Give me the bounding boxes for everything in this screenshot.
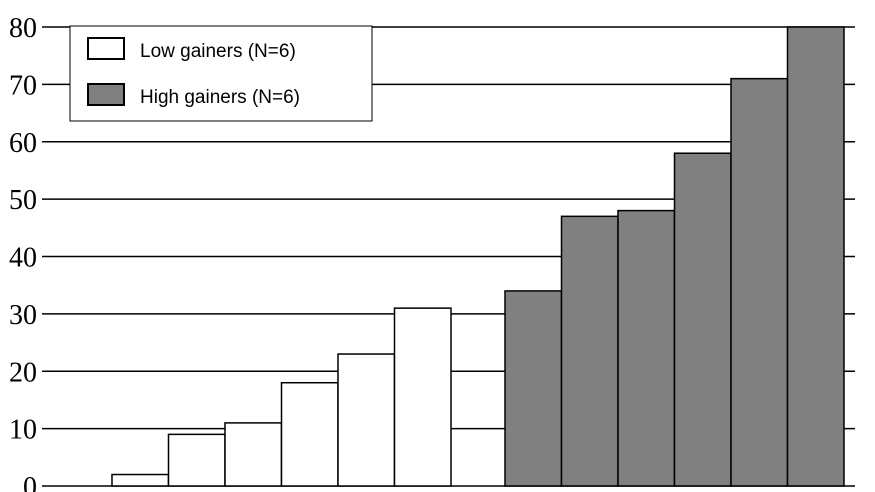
high-gainer-bar-3 — [617, 209, 676, 487]
legend-swatch-low-gainers — [87, 37, 125, 60]
legend: Low gainers (N=6) High gainers (N=6) — [69, 25, 373, 122]
high-gainer-bar-6 — [786, 26, 845, 487]
y-tick-label: 20 — [9, 357, 37, 388]
high-gainer-bar-5 — [730, 77, 789, 487]
low-gainer-bar-4 — [280, 381, 339, 487]
low-gainer-bar-3 — [224, 422, 283, 487]
y-axis-tick-labels: 0 10 20 30 40 50 60 70 80 — [9, 13, 37, 492]
legend-label-high-gainers: High gainers (N=6) — [140, 87, 300, 108]
y-tick-label: 50 — [9, 185, 37, 216]
low-gainer-bar-2 — [167, 433, 226, 487]
high-gainer-bar-2 — [560, 215, 619, 487]
legend-swatch-high-gainers — [87, 83, 125, 106]
y-tick-label: 10 — [9, 415, 37, 446]
low-gainer-bar-6 — [393, 307, 452, 487]
gridlines — [42, 26, 855, 487]
bars — [111, 26, 845, 487]
y-tick-label: 30 — [9, 300, 37, 331]
low-gainer-bar-5 — [337, 353, 396, 487]
y-tick-label: 60 — [9, 128, 37, 159]
high-gainer-bar-4 — [673, 152, 732, 487]
y-tick-label: 80 — [9, 13, 37, 44]
y-tick-label: 40 — [9, 243, 37, 274]
y-tick-label: 0 — [23, 472, 37, 492]
low-gainer-bar-1 — [111, 473, 170, 487]
high-gainer-bar-1 — [504, 290, 563, 487]
legend-label-low-gainers: Low gainers (N=6) — [140, 41, 296, 62]
y-tick-label: 70 — [9, 70, 37, 101]
